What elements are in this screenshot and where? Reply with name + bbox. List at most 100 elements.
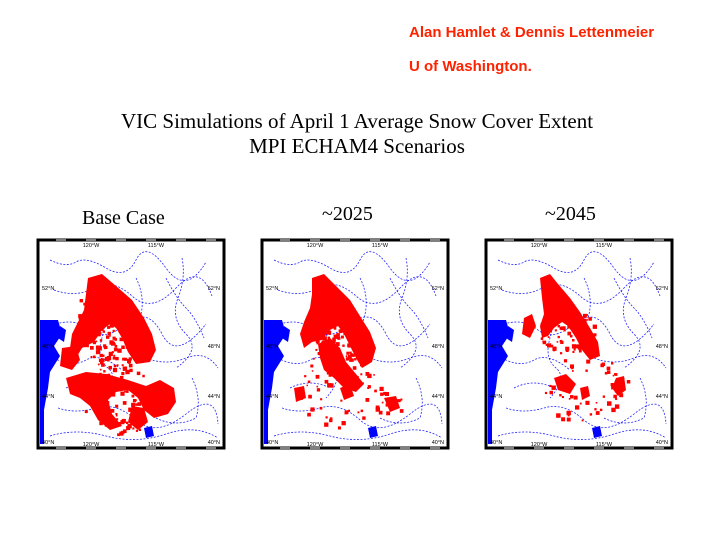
snow-speckle (109, 311, 114, 316)
snow-speckle (141, 385, 145, 389)
snow-speckle (341, 421, 346, 426)
snow-speckle (614, 404, 620, 409)
snow-speckle (560, 352, 563, 355)
snow-speckle (108, 365, 112, 370)
map-base-case: 120°W 115°W 120°W 115°W 52°N 48°N 44°N 40°N 52°N… (36, 238, 226, 450)
snow-speckle (110, 409, 115, 413)
snow-speckle (567, 331, 572, 336)
snow-speckle (123, 366, 127, 370)
snow-speckle (333, 327, 337, 330)
snow-speckle (134, 338, 138, 341)
snow-speckle (119, 431, 124, 436)
river-line (501, 357, 571, 371)
snow-speckle (614, 388, 620, 393)
snow-speckle (545, 322, 550, 327)
snow-speckle (399, 409, 404, 413)
left-latitude-label: 52°N (42, 286, 54, 292)
snow-speckle (560, 340, 564, 344)
snow-speckle (604, 371, 608, 375)
river-line (415, 377, 423, 419)
snow-speckle (154, 391, 159, 395)
snow-speckle (615, 398, 618, 400)
snow-speckle (613, 394, 617, 399)
snow-speckle (116, 319, 118, 322)
river-line (174, 257, 193, 369)
snow-speckle (110, 319, 114, 323)
snow-speckle (338, 329, 342, 333)
snow-speckle (569, 334, 573, 338)
snow-speckle (588, 317, 592, 321)
snow-speckle (612, 374, 615, 377)
snow-speckle (319, 406, 323, 410)
map-svg: 120°W 115°W 120°W 115°W 52°N 48°N 44°N 40°N 52°N… (36, 238, 226, 450)
snow-speckle (581, 388, 587, 394)
snow-speckle (128, 357, 132, 361)
snow-speckle (311, 370, 314, 372)
snow-speckle (385, 403, 389, 407)
snow-speckle (135, 429, 138, 432)
snow-speckle (99, 413, 105, 419)
snow-speckle (95, 345, 101, 350)
snow-speckle (549, 384, 552, 388)
snow-speckle (104, 411, 107, 413)
snow-speckle (547, 336, 550, 338)
snow-speckle (133, 355, 136, 358)
top-longitude-label: 120°W (531, 243, 548, 249)
snow-speckle (567, 312, 572, 316)
snow-speckle (83, 302, 87, 306)
left-latitude-label: 44°N (266, 394, 278, 400)
snow-speckle (317, 352, 321, 356)
snow-speckle (565, 346, 570, 351)
snow-speckle (114, 343, 116, 345)
snow-speckle (621, 377, 625, 381)
snow-speckle (595, 402, 598, 404)
snow-speckle (621, 390, 623, 393)
snow-speckle (88, 309, 93, 313)
snow-speckle (99, 305, 103, 309)
snow-speckle (101, 303, 105, 308)
snow-speckle (587, 342, 592, 347)
snow-speckle (347, 343, 352, 348)
snow-speckle (99, 339, 103, 342)
snow-speckle (106, 335, 110, 339)
snow-speckle (115, 356, 119, 361)
left-latitude-label: 52°N (266, 286, 278, 292)
snow-speckle (361, 329, 366, 334)
right-latitude-label: 44°N (432, 394, 444, 400)
snow-speckle (122, 401, 127, 405)
snow-speckle (387, 397, 390, 400)
snow-speckle (340, 364, 345, 368)
snow-speckle (589, 413, 593, 416)
snow-speckle (562, 309, 565, 311)
snow-cover-region (300, 274, 376, 368)
snow-speckle (109, 335, 111, 337)
snow-speckle (98, 320, 103, 325)
river-line (53, 276, 213, 304)
snow-speckle (79, 299, 83, 303)
bottom-longitude-label: 120°W (307, 442, 324, 448)
snow-speckle (392, 400, 395, 403)
snow-speckle (119, 375, 124, 380)
snow-speckle (379, 386, 384, 391)
snow-speckle (561, 396, 564, 399)
right-latitude-label: 52°N (656, 286, 668, 292)
top-longitude-label: 120°W (83, 243, 100, 249)
snow-speckle (142, 323, 144, 326)
snow-speckle (353, 330, 356, 333)
top-longitude-label: 115°W (596, 243, 613, 249)
river-line (145, 355, 219, 369)
river-line (398, 257, 417, 369)
snow-cover-region (340, 384, 354, 400)
map-2025: 120°W 115°W 120°W 115°W 52°N 48°N 44°N 40°N 52°N… (260, 238, 450, 450)
snow-speckle (329, 417, 333, 420)
snow-speckle (101, 385, 106, 390)
snow-speckle (577, 319, 581, 323)
snow-speckle (95, 340, 98, 343)
snow-speckle (578, 348, 582, 351)
lake (592, 426, 602, 438)
snow-speckle (125, 346, 129, 349)
bottom-longitude-label: 115°W (148, 442, 165, 448)
snow-speckle (571, 327, 576, 332)
snow-speckle (133, 414, 138, 418)
snow-speckle (360, 364, 363, 367)
